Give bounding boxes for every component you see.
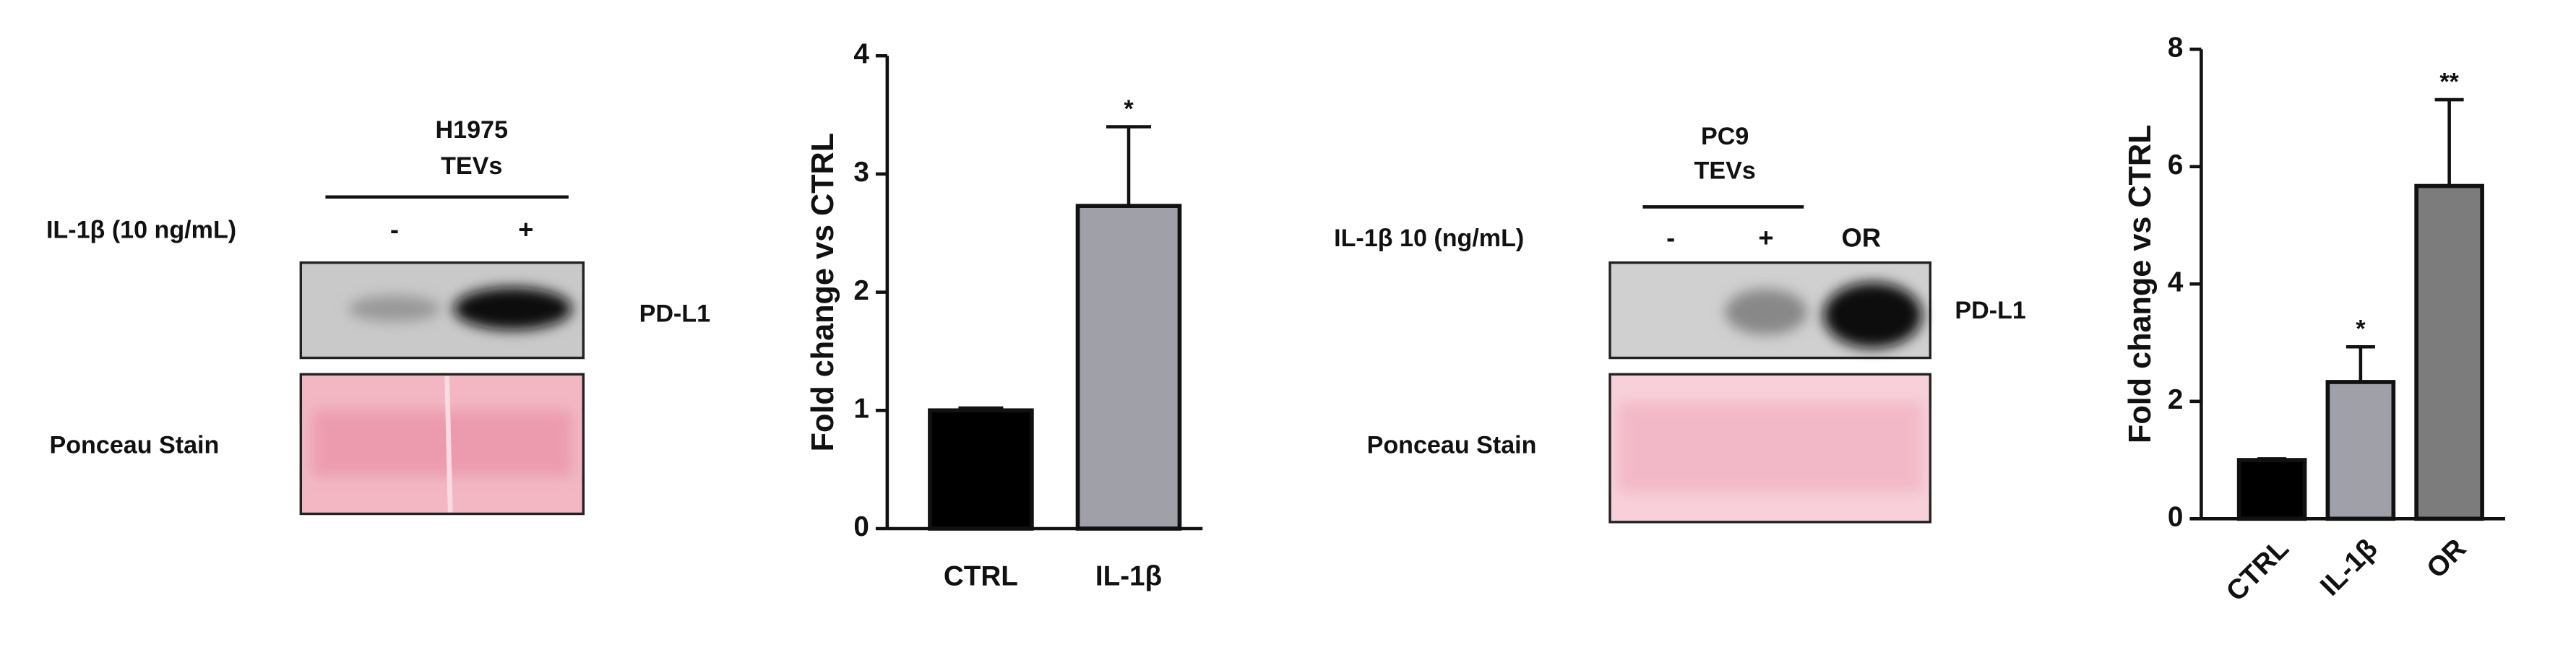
y-tick-label: 0: [2168, 502, 2183, 533]
treatment-label: IL-1β (10 ng/mL): [46, 217, 236, 244]
stain-label: Ponceau Stain: [50, 431, 220, 459]
sample-label: TEVs: [441, 152, 502, 180]
band-label: PD-L1: [639, 300, 710, 327]
x-tick-label: CTRL: [2220, 533, 2295, 607]
significance: *: [2356, 315, 2366, 342]
bar: [2414, 183, 2484, 521]
x-tick-label: IL-1β: [2314, 533, 2384, 602]
y-tick-label: 0: [853, 511, 869, 542]
bar: [928, 408, 1034, 531]
x-tick-label: CTRL: [944, 560, 1018, 591]
y-tick-label: 6: [2168, 149, 2183, 181]
y-tick-label: 3: [853, 157, 869, 188]
y-axis-label: Fold change vs CTRL: [806, 133, 840, 452]
band: [1725, 289, 1807, 335]
significance: **: [2439, 68, 2459, 95]
lane-label: -: [1666, 222, 1675, 252]
blot-panel: H1975 TEVs IL-1β (10 ng/mL) - + PD-L1 Po…: [46, 116, 710, 516]
treatment-label: IL-1β 10 (ng/mL): [1334, 225, 1524, 252]
stain-label: Ponceau Stain: [1367, 431, 1537, 459]
band: [453, 287, 572, 330]
lane-label: OR: [1842, 222, 1882, 252]
x-tick-label: IL-1β: [1095, 560, 1162, 591]
bar: [2325, 380, 2396, 521]
cell-line: H1975: [436, 116, 508, 144]
lane-label: +: [1758, 222, 1773, 252]
lane-gap: [444, 376, 453, 513]
lane-label: -: [390, 214, 399, 244]
x-tick-label: OR: [2421, 533, 2472, 584]
bar: [2236, 458, 2307, 521]
error-bar: [2345, 344, 2375, 382]
sample-label: TEVs: [1694, 157, 1756, 185]
band: [348, 295, 441, 322]
y-tick-label: 4: [2168, 266, 2184, 298]
y-tick-label: 8: [2168, 32, 2183, 63]
significance: *: [1124, 95, 1134, 123]
lane-label: +: [518, 214, 533, 244]
y-tick-label: 1: [853, 393, 869, 424]
bar: [1075, 204, 1182, 531]
y-tick-label: 4: [853, 38, 869, 69]
stain-smear: [312, 410, 572, 477]
error-bar: [2434, 97, 2464, 186]
y-tick-label: 2: [853, 275, 869, 306]
band-label: PD-L1: [1955, 297, 2025, 324]
y-axis-label: Fold change vs CTRL: [2123, 125, 2158, 444]
blot-panel: PC9 TEVs IL-1β 10 (ng/mL) - + OR PD-L1 P…: [1334, 123, 2026, 524]
error-bar: [1106, 125, 1152, 207]
cell-line: PC9: [1701, 123, 1749, 150]
band: [1823, 282, 1922, 348]
stain-smear: [1618, 402, 1922, 493]
y-tick-label: 2: [2168, 384, 2183, 415]
